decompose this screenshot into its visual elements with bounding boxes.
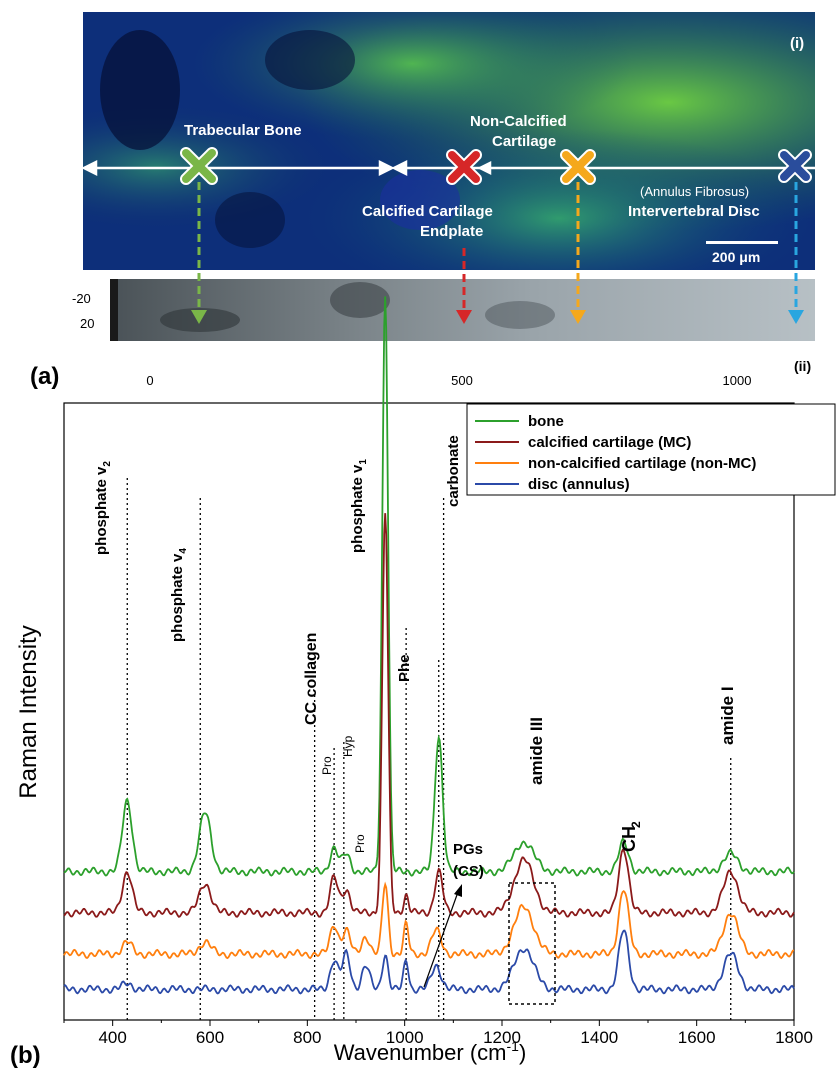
x-tick-label: 1200 [483,1028,521,1047]
x-tick-label: 1400 [580,1028,618,1047]
legend-label: bone [528,413,564,430]
x-tick-label: 1800 [775,1028,813,1047]
x-tick-label: 600 [196,1028,224,1047]
label-phe: Phe [396,654,413,682]
strip-xtick: 0 [146,373,153,388]
x-axis: 400 600 800 1000 1200 1400 1600 1800 [63,1020,813,1047]
panel-a-label: (a) [30,363,59,390]
label-ch2: CH2 [619,821,643,852]
label-disc-line2: Intervertebral Disc [628,203,760,220]
label-phosphate-v2: phosphate v2 [93,461,113,555]
label-amide-i: amide I [718,686,737,745]
label-noncalcified-line2: Cartilage [492,133,556,150]
label-cs: (CS) [453,863,484,880]
label-amide-iii: amide III [527,717,546,785]
drop-arrowheads [191,310,804,324]
x-tick-label: 800 [293,1028,321,1047]
scale-bar-label: 200 μm [712,249,760,265]
marker-bone [180,147,218,185]
legend: bone calcified cartilage (MC) non-calcif… [466,403,836,496]
label-disc-line1: (Annulus Fibrosus) [640,184,749,199]
label-trabecular-bone: Trabecular Bone [184,122,302,139]
series-line [63,296,795,877]
x-axis-label: Wavenumber (cm-1) [334,1038,527,1065]
strip-ytick: -20 [72,291,91,306]
label-phosphate-v1: phosphate v1 [349,459,369,553]
label-pgs: PGs [453,841,483,858]
label-phosphate-v4: phosphate v4 [169,548,189,642]
strip-xtick: 1000 [723,373,752,388]
marker-noncalcified-cartilage [560,149,596,185]
marker-calcified-cartilage [446,149,482,185]
label-hyp: Hyp [341,735,355,757]
legend-label: calcified cartilage (MC) [528,434,691,451]
drop-arrows [197,182,798,312]
scale-bar: 200 μm [706,241,778,265]
strip-ytick: 20 [80,316,94,331]
label-cc-collagen: CC collagen [303,633,320,725]
peak-marker-lines [126,478,732,1020]
y-axis-label: Raman Intensity [15,625,42,798]
marker-disc [778,149,812,183]
series-line [63,881,795,960]
label-calcified-line2: Endplate [420,223,483,240]
label-pro-2: Pro [353,834,367,853]
amide-iii-box [508,882,556,1005]
x-tick-label: 1000 [386,1028,424,1047]
plot-frame [63,402,795,1021]
label-pro: Pro [320,756,334,775]
spectra [63,296,795,995]
series-line [63,513,795,918]
strip-tag: (ii) [794,358,811,374]
strip-xtick: 500 [451,373,473,388]
x-tick-label: 400 [98,1028,126,1047]
label-calcified-line1: Calcified Cartilage [362,203,493,220]
series-line [63,929,795,995]
legend-label: disc (annulus) [528,476,630,493]
legend-label: non-calcified cartilage (non-MC) [528,455,756,472]
x-tick-label: 1600 [678,1028,716,1047]
micrograph [83,12,815,270]
panel-b-label: (b) [10,1042,41,1069]
micrograph-tag: (i) [790,35,804,52]
pgs-arrow [423,884,462,988]
label-carbonate: carbonate [445,435,462,507]
label-noncalcified-line1: Non-Calcified [470,113,567,130]
